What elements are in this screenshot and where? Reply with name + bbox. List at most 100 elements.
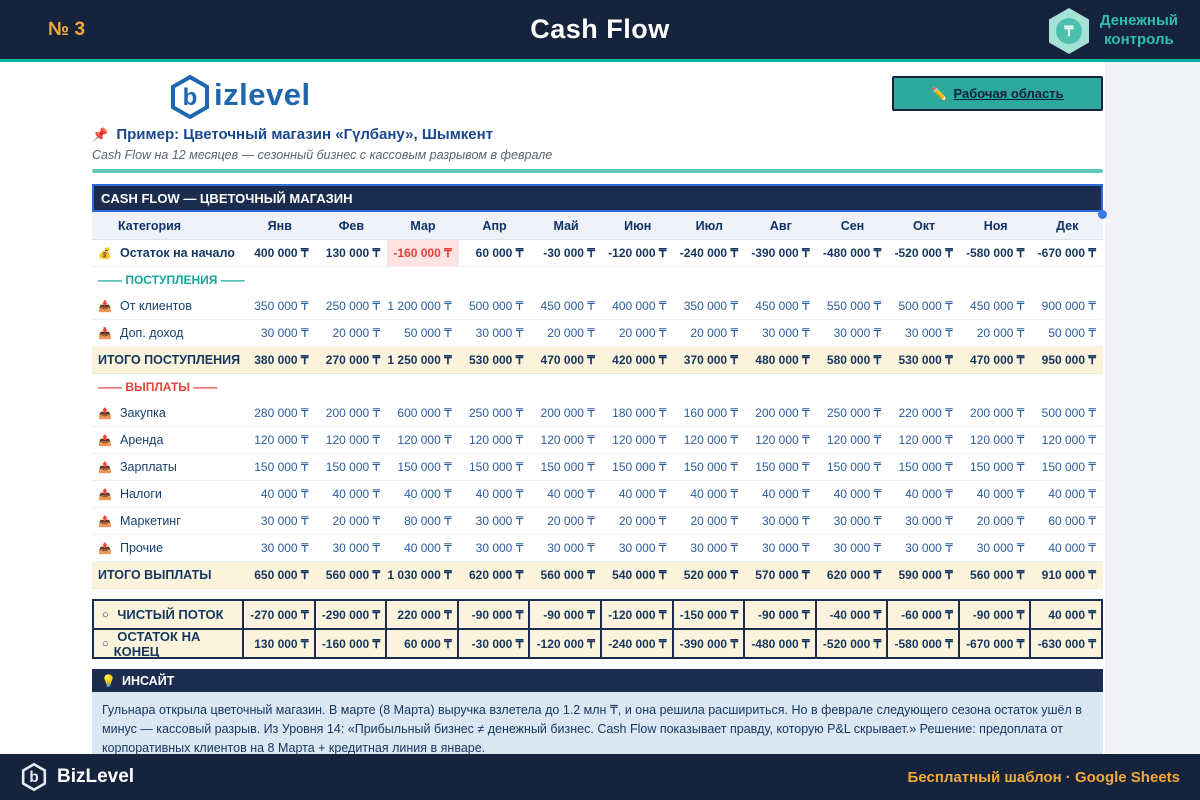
month-header[interactable]: Окт bbox=[912, 218, 936, 233]
cell[interactable]: 450 000 ₸ bbox=[970, 299, 1025, 313]
row-label[interactable]: 📤 Аренда bbox=[92, 433, 244, 447]
category-header[interactable]: Категория bbox=[118, 218, 182, 233]
row-label[interactable]: 📤 Налоги bbox=[92, 487, 244, 501]
row-label[interactable]: 📤 Прочие bbox=[92, 541, 244, 555]
cell[interactable]: -30 000 ₸ bbox=[456, 628, 531, 659]
cell[interactable]: 450 000 ₸ bbox=[755, 299, 810, 313]
cell[interactable]: 150 000 ₸ bbox=[397, 460, 452, 474]
row-label[interactable]: 📤 Зарплаты bbox=[92, 460, 244, 474]
cell[interactable]: 80 000 ₸ bbox=[404, 514, 452, 528]
cell[interactable]: -240 000 ₸ bbox=[679, 246, 739, 260]
cell[interactable]: 520 000 ₸ bbox=[683, 568, 739, 582]
cell[interactable]: -270 000 ₸ bbox=[242, 599, 316, 630]
cell[interactable]: 30 000 ₸ bbox=[833, 326, 882, 340]
cell[interactable]: 30 000 ₸ bbox=[905, 514, 953, 528]
month-header[interactable]: Янв bbox=[267, 218, 292, 233]
cell[interactable]: 620 000 ₸ bbox=[826, 568, 882, 582]
cell[interactable]: 500 000 ₸ bbox=[468, 299, 524, 313]
cell[interactable]: 20 000 ₸ bbox=[618, 326, 667, 340]
cell[interactable]: 150 000 ₸ bbox=[612, 460, 667, 474]
month-header[interactable]: Май bbox=[553, 218, 579, 233]
selection-handle[interactable] bbox=[1098, 210, 1107, 219]
cell[interactable]: -160 000 ₸ bbox=[313, 628, 388, 659]
cell[interactable]: -520 000 ₸ bbox=[894, 246, 953, 260]
cell[interactable]: 400 000 ₸ bbox=[612, 299, 667, 313]
cell[interactable]: 30 000 ₸ bbox=[260, 326, 309, 340]
cell[interactable]: 1 250 000 ₸ bbox=[387, 353, 452, 367]
cell[interactable]: -30 000 ₸ bbox=[543, 246, 595, 260]
cell[interactable]: 20 000 ₸ bbox=[332, 326, 381, 340]
cell[interactable]: 200 000 ₸ bbox=[755, 406, 810, 420]
month-header[interactable]: Мар bbox=[410, 218, 436, 233]
cell[interactable]: -390 000 ₸ bbox=[671, 628, 746, 659]
cell[interactable]: 400 000 ₸ bbox=[254, 246, 309, 260]
cell[interactable]: 530 000 ₸ bbox=[898, 353, 953, 367]
cell[interactable]: 120 000 ₸ bbox=[755, 433, 810, 447]
cell[interactable]: 200 000 ₸ bbox=[540, 406, 595, 420]
cell[interactable]: 560 000 ₸ bbox=[325, 568, 381, 582]
cell[interactable]: 40 000 ₸ bbox=[1048, 487, 1096, 501]
cell[interactable]: -520 000 ₸ bbox=[814, 628, 889, 659]
cell[interactable]: 60 000 ₸ bbox=[1048, 514, 1096, 528]
cell[interactable]: 130 000 ₸ bbox=[325, 246, 381, 260]
month-header[interactable]: Июл bbox=[695, 218, 723, 233]
cell[interactable]: 30 000 ₸ bbox=[905, 541, 953, 555]
cell[interactable]: 120 000 ₸ bbox=[254, 433, 309, 447]
cell[interactable]: 50 000 ₸ bbox=[1048, 326, 1096, 340]
cell[interactable]: 370 000 ₸ bbox=[683, 353, 739, 367]
cell[interactable]: 580 000 ₸ bbox=[826, 353, 882, 367]
cell[interactable]: 40 000 ₸ bbox=[1029, 599, 1103, 630]
cell[interactable]: 40 000 ₸ bbox=[332, 487, 381, 501]
cell[interactable]: -90 000 ₸ bbox=[456, 599, 531, 630]
cell[interactable]: -480 000 ₸ bbox=[822, 246, 882, 260]
cell[interactable]: -120 000 ₸ bbox=[528, 628, 602, 659]
cell[interactable]: 500 000 ₸ bbox=[1041, 406, 1096, 420]
cell[interactable]: 150 000 ₸ bbox=[254, 460, 309, 474]
row-label[interactable]: 📤 Маркетинг bbox=[92, 514, 244, 528]
cell[interactable]: 30 000 ₸ bbox=[833, 514, 882, 528]
summary-row-label[interactable]: ○ ОСТАТОК НА КОНЕЦ bbox=[92, 628, 244, 659]
cell[interactable]: 280 000 ₸ bbox=[254, 406, 309, 420]
cell[interactable]: 120 000 ₸ bbox=[683, 433, 739, 447]
cell[interactable]: 530 000 ₸ bbox=[468, 353, 524, 367]
cell[interactable]: -120 000 ₸ bbox=[608, 246, 667, 260]
cell[interactable]: 30 000 ₸ bbox=[976, 541, 1025, 555]
cell[interactable]: 120 000 ₸ bbox=[898, 433, 953, 447]
cell[interactable]: 40 000 ₸ bbox=[905, 487, 953, 501]
workspace-button[interactable]: ✏️ Рабочая область bbox=[892, 76, 1103, 111]
cell[interactable]: 30 000 ₸ bbox=[833, 541, 882, 555]
cell[interactable]: 50 000 ₸ bbox=[404, 326, 452, 340]
cell[interactable]: 20 000 ₸ bbox=[618, 514, 667, 528]
cell[interactable]: 250 000 ₸ bbox=[468, 406, 524, 420]
row-label[interactable]: 📤 Закупка bbox=[92, 406, 244, 420]
cell[interactable]: -120 000 ₸ bbox=[599, 599, 674, 630]
cell[interactable]: 1 200 000 ₸ bbox=[387, 299, 452, 313]
cell[interactable]: 30 000 ₸ bbox=[547, 541, 595, 555]
cell[interactable]: 40 000 ₸ bbox=[404, 541, 452, 555]
cell[interactable]: -580 000 ₸ bbox=[886, 628, 960, 659]
month-header[interactable]: Апр bbox=[482, 218, 507, 233]
cell[interactable]: 150 000 ₸ bbox=[1041, 460, 1096, 474]
cell[interactable]: 550 000 ₸ bbox=[826, 299, 882, 313]
cell[interactable]: 250 000 ₸ bbox=[826, 406, 882, 420]
cell[interactable]: -580 000 ₸ bbox=[966, 246, 1025, 260]
cell[interactable]: 30 000 ₸ bbox=[475, 514, 524, 528]
cell[interactable]: 200 000 ₸ bbox=[970, 406, 1025, 420]
cell[interactable]: 120 000 ₸ bbox=[970, 433, 1025, 447]
cell[interactable]: 560 000 ₸ bbox=[540, 568, 595, 582]
cell[interactable]: 20 000 ₸ bbox=[976, 326, 1025, 340]
cell[interactable]: 150 000 ₸ bbox=[540, 460, 595, 474]
cell[interactable]: 470 000 ₸ bbox=[970, 353, 1025, 367]
cell[interactable]: 30 000 ₸ bbox=[761, 541, 810, 555]
cell[interactable]: 450 000 ₸ bbox=[540, 299, 595, 313]
cell[interactable]: -90 000 ₸ bbox=[528, 599, 602, 630]
cell[interactable]: 150 000 ₸ bbox=[325, 460, 381, 474]
cell[interactable]: 470 000 ₸ bbox=[540, 353, 595, 367]
cell[interactable]: 60 000 ₸ bbox=[475, 246, 524, 260]
row-label[interactable]: 💰 Остаток на начало bbox=[92, 246, 244, 260]
cell[interactable]: 950 000 ₸ bbox=[1041, 353, 1096, 367]
cell[interactable]: -90 000 ₸ bbox=[957, 599, 1032, 630]
cell[interactable]: 570 000 ₸ bbox=[755, 568, 810, 582]
cell[interactable]: 150 000 ₸ bbox=[970, 460, 1025, 474]
cell[interactable]: 480 000 ₸ bbox=[755, 353, 810, 367]
